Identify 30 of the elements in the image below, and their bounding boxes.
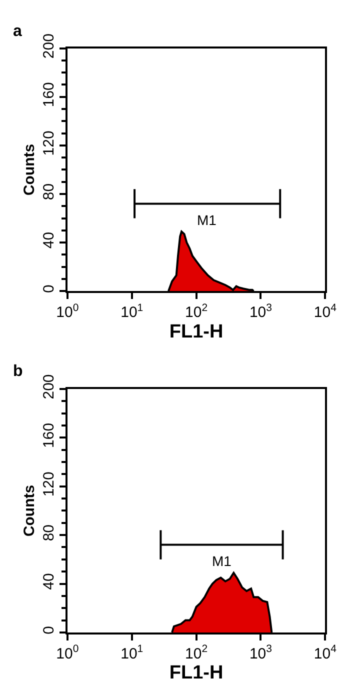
x-tick-label: 10$^{0}$ [56, 643, 79, 662]
y-tick-label: 120 [40, 130, 58, 156]
annotation: M1 [197, 212, 217, 228]
chart-title: a [13, 23, 22, 40]
y-tick-label: 160 [40, 422, 58, 448]
y-tick-label: 0 [40, 626, 58, 634]
x-tick-label: 10$^{1}$ [120, 302, 144, 322]
x-tick-label: 10$^{4}$ [314, 302, 337, 322]
x-tick-label: 10$^{3}$ [249, 643, 272, 662]
x-axis-title: FL1-H [169, 321, 224, 342]
y-tick-label: 0 [40, 284, 58, 293]
x-tick-label: 10$^{2}$ [185, 643, 208, 662]
y-tick-label: 200 [40, 34, 58, 59]
y-tick-label: 40 [40, 232, 58, 249]
x-tick-label: 10$^{2}$ [185, 302, 208, 322]
annotation: M1 [212, 553, 232, 569]
x-tick-label: 10$^{1}$ [120, 643, 144, 662]
y-tick-label: 200 [40, 374, 58, 400]
y-tick-label: 80 [40, 183, 58, 200]
x-tick-label: 10$^{0}$ [56, 302, 79, 322]
x-tick-label: 10$^{4}$ [314, 643, 337, 662]
y-tick-label: 160 [40, 82, 58, 108]
y-tick-label: 40 [40, 573, 58, 590]
y-axis-title: Counts [21, 144, 38, 196]
x-axis-title: FL1-H [169, 662, 224, 684]
chart-title: b [13, 363, 23, 380]
x-tick-label: 10$^{3}$ [249, 302, 272, 322]
y-tick-label: 120 [40, 472, 58, 497]
y-axis-title: Counts [21, 484, 38, 537]
y-tick-label: 80 [40, 524, 58, 542]
